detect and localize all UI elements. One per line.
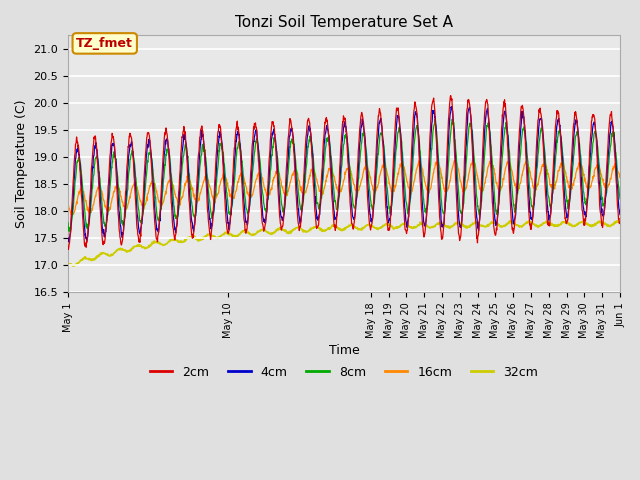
- X-axis label: Time: Time: [328, 344, 360, 357]
- Text: TZ_fmet: TZ_fmet: [76, 37, 133, 50]
- Legend: 2cm, 4cm, 8cm, 16cm, 32cm: 2cm, 4cm, 8cm, 16cm, 32cm: [145, 361, 543, 384]
- Y-axis label: Soil Temperature (C): Soil Temperature (C): [15, 100, 28, 228]
- Title: Tonzi Soil Temperature Set A: Tonzi Soil Temperature Set A: [235, 15, 453, 30]
